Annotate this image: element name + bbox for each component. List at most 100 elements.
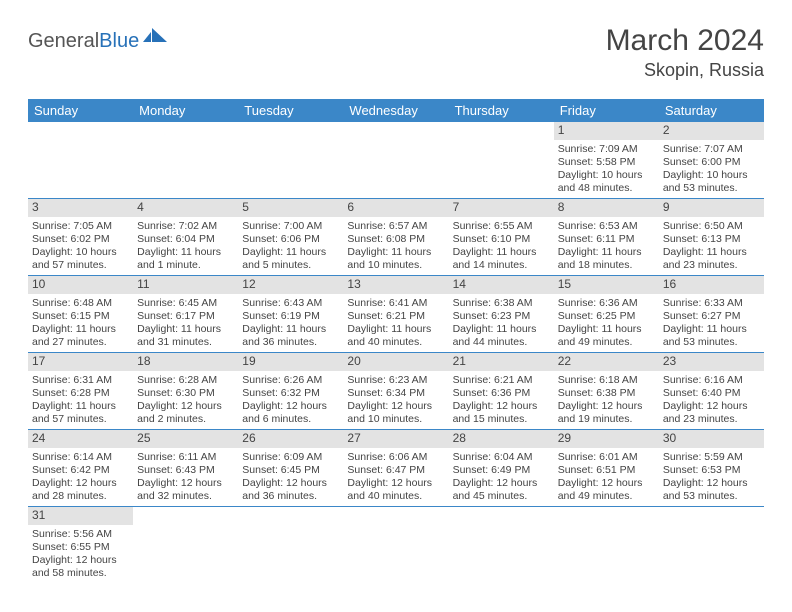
calendar-cell	[659, 507, 764, 584]
day-info: Sunrise: 6:41 AMSunset: 6:21 PMDaylight:…	[347, 296, 444, 350]
dow-header: Sunday	[28, 99, 133, 122]
calendar-cell: 26Sunrise: 6:09 AMSunset: 6:45 PMDayligh…	[238, 430, 343, 507]
calendar-cell: 27 Sunrise: 6:06 AMSunset: 6:47 PMDayligh…	[343, 430, 448, 507]
day-info: Sunrise: 6:06 AMSunset: 6:47 PMDaylight:…	[347, 450, 444, 504]
logo-text-1: General	[28, 30, 99, 53]
day-info: Sunrise: 6:53 AMSunset: 6:11 PMDaylight:…	[558, 219, 655, 273]
day-number: 13	[343, 276, 448, 294]
day-number: 9	[659, 199, 764, 217]
location: Skopin, Russia	[606, 60, 764, 81]
day-info: Sunrise: 7:02 AMSunset: 6:04 PMDaylight:…	[137, 219, 234, 273]
calendar-cell	[28, 122, 133, 199]
day-info: Sunrise: 6:18 AMSunset: 6:38 PMDaylight:…	[558, 373, 655, 427]
day-number: 26	[238, 430, 343, 448]
day-number: 21	[449, 353, 554, 371]
day-info: Sunrise: 6:43 AMSunset: 6:19 PMDaylight:…	[242, 296, 339, 350]
day-number: 16	[659, 276, 764, 294]
day-number: 31	[28, 507, 133, 525]
flag-icon	[143, 28, 169, 46]
dow-header: Saturday	[659, 99, 764, 122]
month-title: March 2024	[606, 24, 764, 58]
day-number: 29	[554, 430, 659, 448]
day-info: Sunrise: 7:07 AMSunset: 6:00 PMDaylight:…	[663, 142, 760, 196]
calendar-cell: 20 Sunrise: 6:23 AMSunset: 6:34 PMDayligh…	[343, 353, 448, 430]
calendar-cell: 24Sunrise: 6:14 AMSunset: 6:42 PMDayligh…	[28, 430, 133, 507]
day-number: 3	[28, 199, 133, 217]
calendar-cell: 3 Sunrise: 7:05 AMSunset: 6:02 PMDaylight…	[28, 199, 133, 276]
calendar-cell: 23Sunrise: 6:16 AMSunset: 6:40 PMDayligh…	[659, 353, 764, 430]
calendar-cell: 15Sunrise: 6:36 AMSunset: 6:25 PMDayligh…	[554, 276, 659, 353]
day-info: Sunrise: 6:55 AMSunset: 6:10 PMDaylight:…	[453, 219, 550, 273]
calendar-cell: 10Sunrise: 6:48 AMSunset: 6:15 PMDayligh…	[28, 276, 133, 353]
calendar-cell: 25Sunrise: 6:11 AMSunset: 6:43 PMDayligh…	[133, 430, 238, 507]
calendar-cell: 7 Sunrise: 6:55 AMSunset: 6:10 PMDaylight…	[449, 199, 554, 276]
calendar-header: SundayMondayTuesdayWednesdayThursdayFrid…	[28, 99, 764, 122]
day-number: 6	[343, 199, 448, 217]
day-info: Sunrise: 7:05 AMSunset: 6:02 PMDaylight:…	[32, 219, 129, 273]
day-number: 8	[554, 199, 659, 217]
calendar-row: 24Sunrise: 6:14 AMSunset: 6:42 PMDayligh…	[28, 430, 764, 507]
day-info: Sunrise: 6:28 AMSunset: 6:30 PMDaylight:…	[137, 373, 234, 427]
day-number: 11	[133, 276, 238, 294]
day-info: Sunrise: 6:33 AMSunset: 6:27 PMDaylight:…	[663, 296, 760, 350]
day-info: Sunrise: 6:38 AMSunset: 6:23 PMDaylight:…	[453, 296, 550, 350]
day-info: Sunrise: 6:45 AMSunset: 6:17 PMDaylight:…	[137, 296, 234, 350]
dow-header: Thursday	[449, 99, 554, 122]
day-info: Sunrise: 6:11 AMSunset: 6:43 PMDaylight:…	[137, 450, 234, 504]
day-number: 30	[659, 430, 764, 448]
calendar-cell	[343, 507, 448, 584]
day-info: Sunrise: 6:01 AMSunset: 6:51 PMDaylight:…	[558, 450, 655, 504]
day-number: 7	[449, 199, 554, 217]
day-info: Sunrise: 5:59 AMSunset: 6:53 PMDaylight:…	[663, 450, 760, 504]
header-row: GeneralBlue March 2024 Skopin, Russia	[28, 24, 764, 81]
day-info: Sunrise: 7:09 AMSunset: 5:58 PMDaylight:…	[558, 142, 655, 196]
day-number: 28	[449, 430, 554, 448]
calendar-cell: 31Sunrise: 5:56 AMSunset: 6:55 PMDayligh…	[28, 507, 133, 584]
day-info: Sunrise: 6:21 AMSunset: 6:36 PMDaylight:…	[453, 373, 550, 427]
calendar-cell	[133, 507, 238, 584]
calendar-cell: 2 Sunrise: 7:07 AMSunset: 6:00 PMDaylight…	[659, 122, 764, 199]
calendar-table: SundayMondayTuesdayWednesdayThursdayFrid…	[28, 99, 764, 584]
dow-header: Monday	[133, 99, 238, 122]
dow-header: Wednesday	[343, 99, 448, 122]
calendar-cell: 13 Sunrise: 6:41 AMSunset: 6:21 PMDayligh…	[343, 276, 448, 353]
day-info: Sunrise: 6:57 AMSunset: 6:08 PMDaylight:…	[347, 219, 444, 273]
calendar-body: 1 Sunrise: 7:09 AMSunset: 5:58 PMDaylight…	[28, 122, 764, 584]
day-number: 27	[343, 430, 448, 448]
calendar-cell: 28 Sunrise: 6:04 AMSunset: 6:49 PMDayligh…	[449, 430, 554, 507]
calendar-cell	[238, 122, 343, 199]
calendar-cell: 5Sunrise: 7:00 AMSunset: 6:06 PMDaylight…	[238, 199, 343, 276]
calendar-row: 1 Sunrise: 7:09 AMSunset: 5:58 PMDaylight…	[28, 122, 764, 199]
calendar-cell: 12 Sunrise: 6:43 AMSunset: 6:19 PMDayligh…	[238, 276, 343, 353]
day-number: 4	[133, 199, 238, 217]
calendar-cell: 22 Sunrise: 6:18 AMSunset: 6:38 PMDayligh…	[554, 353, 659, 430]
day-number: 22	[554, 353, 659, 371]
day-info: Sunrise: 6:04 AMSunset: 6:49 PMDaylight:…	[453, 450, 550, 504]
calendar-cell: 6 Sunrise: 6:57 AMSunset: 6:08 PMDaylight…	[343, 199, 448, 276]
calendar-cell: 17Sunrise: 6:31 AMSunset: 6:28 PMDayligh…	[28, 353, 133, 430]
calendar-row: 10Sunrise: 6:48 AMSunset: 6:15 PMDayligh…	[28, 276, 764, 353]
calendar-cell: 9Sunrise: 6:50 AMSunset: 6:13 PMDaylight…	[659, 199, 764, 276]
logo-text-2: Blue	[99, 30, 139, 53]
day-number: 2	[659, 122, 764, 140]
day-number: 23	[659, 353, 764, 371]
calendar-cell	[133, 122, 238, 199]
dow-header: Tuesday	[238, 99, 343, 122]
day-info: Sunrise: 6:23 AMSunset: 6:34 PMDaylight:…	[347, 373, 444, 427]
calendar-cell	[343, 122, 448, 199]
calendar-cell: 19Sunrise: 6:26 AMSunset: 6:32 PMDayligh…	[238, 353, 343, 430]
day-number: 10	[28, 276, 133, 294]
day-number: 12	[238, 276, 343, 294]
calendar-row: 17Sunrise: 6:31 AMSunset: 6:28 PMDayligh…	[28, 353, 764, 430]
calendar-cell: 30 Sunrise: 5:59 AMSunset: 6:53 PMDayligh…	[659, 430, 764, 507]
day-number: 1	[554, 122, 659, 140]
calendar-row: 31Sunrise: 5:56 AMSunset: 6:55 PMDayligh…	[28, 507, 764, 584]
calendar-cell: 16 Sunrise: 6:33 AMSunset: 6:27 PMDayligh…	[659, 276, 764, 353]
calendar-cell: 18 Sunrise: 6:28 AMSunset: 6:30 PMDayligh…	[133, 353, 238, 430]
day-number: 20	[343, 353, 448, 371]
calendar-cell: 14Sunrise: 6:38 AMSunset: 6:23 PMDayligh…	[449, 276, 554, 353]
day-number: 19	[238, 353, 343, 371]
day-number: 18	[133, 353, 238, 371]
calendar-cell	[554, 507, 659, 584]
calendar-row: 3 Sunrise: 7:05 AMSunset: 6:02 PMDaylight…	[28, 199, 764, 276]
